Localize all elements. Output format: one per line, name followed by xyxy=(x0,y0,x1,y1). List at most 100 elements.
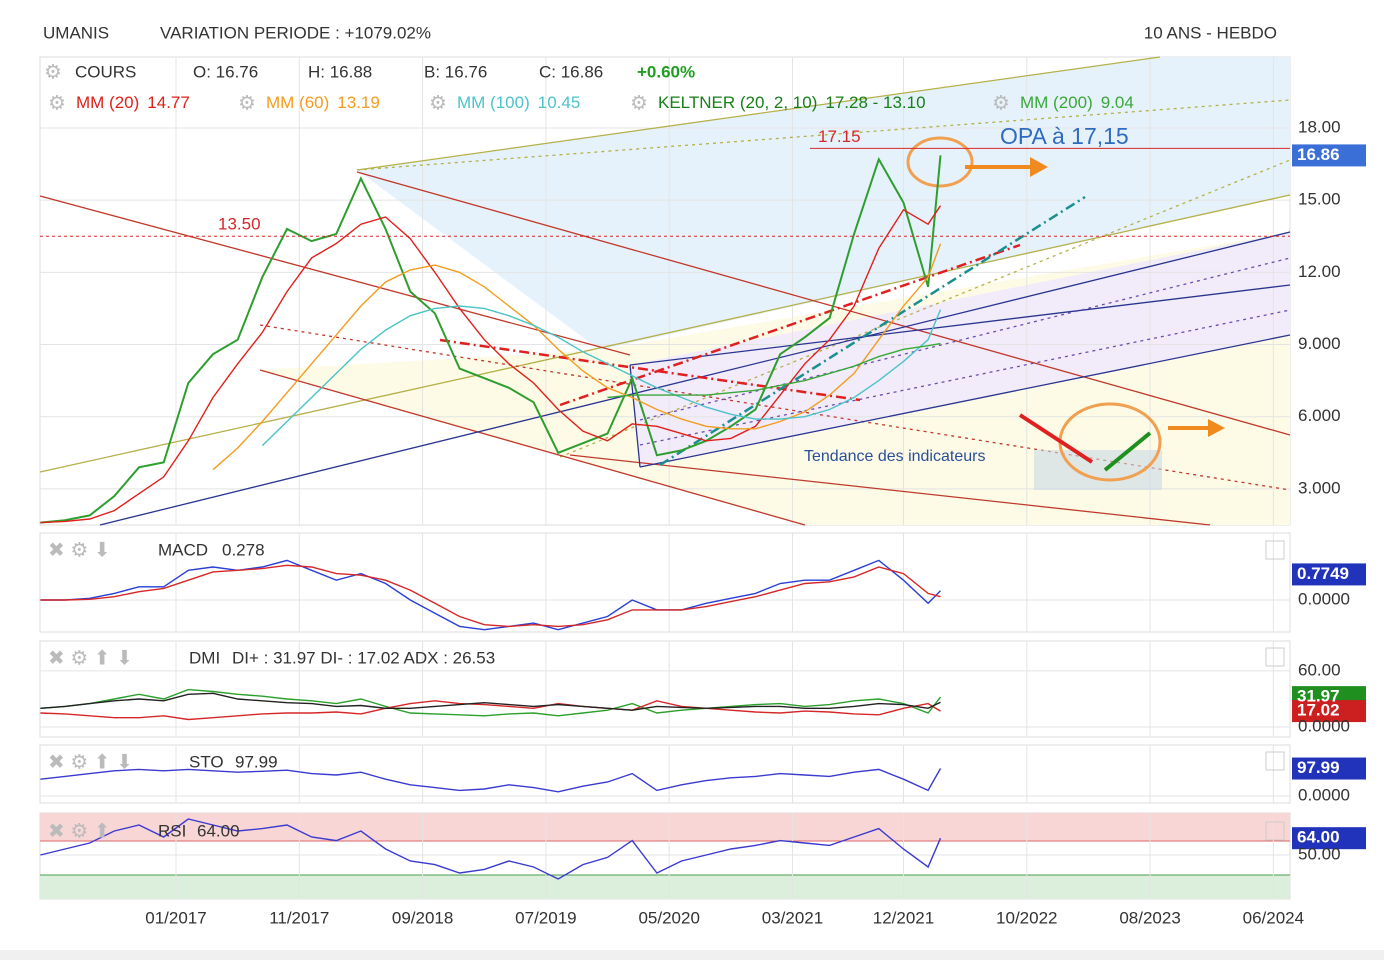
rsi-overbought xyxy=(40,813,1290,841)
gear-icon[interactable]: ⚙ xyxy=(48,92,66,114)
trend xyxy=(629,284,1291,366)
checkbox[interactable] xyxy=(1265,647,1285,667)
arrow xyxy=(1018,413,1094,464)
close-icon[interactable]: ✖ ⚙ ⬆ ⬇ xyxy=(48,751,133,773)
legend-label: KELTNER (20, 2, 10) xyxy=(658,93,817,112)
ohlc: H: 16.88 xyxy=(308,62,372,81)
panel-value: 64.00 xyxy=(197,821,240,840)
close-icon[interactable]: ✖ ⚙ ⬆ xyxy=(48,820,111,842)
series-line xyxy=(40,155,942,524)
legend-label: MM (60) xyxy=(266,93,329,112)
legend-item: MM (200) 9.04 xyxy=(1020,93,1134,112)
panel-title: MACD xyxy=(158,540,208,559)
symbol: UMANIS xyxy=(43,23,109,42)
legend-item: MM (100) 10.45 xyxy=(457,93,580,112)
y-tick-label: 0.0000 xyxy=(1298,785,1350,804)
change: +0.60% xyxy=(637,62,695,81)
circle xyxy=(906,136,974,188)
x-tick-label: 08/2023 xyxy=(1119,908,1180,927)
series-line xyxy=(607,342,941,399)
trend xyxy=(659,195,1086,467)
y-tick-label: 3.000 xyxy=(1298,478,1341,497)
series-line xyxy=(40,564,941,628)
series-line xyxy=(40,688,942,717)
trend xyxy=(356,171,1291,436)
panel-value: DI+ : 31.97 DI- : 17.02 ADX : 26.53 xyxy=(232,648,495,667)
checkbox[interactable] xyxy=(1265,821,1285,841)
checkbox[interactable] xyxy=(1265,751,1285,771)
trend-lines xyxy=(39,56,1291,526)
gear-icon[interactable]: ⚙ xyxy=(630,92,648,114)
close-icon[interactable]: ✖ ⚙ ⬇ xyxy=(48,539,111,561)
gear-icon[interactable]: ⚙ xyxy=(429,92,447,114)
y-tick-label: 9.000 xyxy=(1298,334,1341,353)
trend xyxy=(356,99,1291,171)
trend xyxy=(569,454,1211,526)
series-line xyxy=(40,205,942,524)
legend-label: COURS xyxy=(75,62,136,81)
x-tick-label: 10/2022 xyxy=(996,908,1057,927)
ohlc: B: 16.76 xyxy=(424,62,487,81)
trend xyxy=(39,195,631,356)
x-tick-label: 03/2021 xyxy=(762,908,823,927)
panel-title: RSI xyxy=(158,821,186,840)
trend xyxy=(39,194,1291,473)
series-line xyxy=(212,243,942,471)
series-line xyxy=(40,818,942,880)
y-tick-label: 0.0000 xyxy=(1298,589,1350,608)
price-tag-label: 97.99 xyxy=(1297,758,1340,777)
x-tick-label: 11/2017 xyxy=(269,908,329,927)
price-tag xyxy=(1292,757,1366,780)
price-tag-label: 31.97 xyxy=(1297,687,1340,706)
legend: ⚙ COURS O: 16.76 H: 16.88 B: 16.76 C: 16… xyxy=(44,61,1285,842)
price-tag xyxy=(1292,700,1366,723)
sto-panel xyxy=(39,744,1291,804)
price-tag-label: 64.00 xyxy=(1297,828,1340,847)
annotation: OPA à 17,15 xyxy=(1000,123,1129,149)
trend xyxy=(259,369,806,526)
trend xyxy=(356,56,1161,171)
h-line-label: 13.50 xyxy=(218,215,261,234)
legend-value: 17.28 - 13.10 xyxy=(825,93,925,112)
legend-value: 13.19 xyxy=(337,93,380,112)
x-tick-label: 01/2017 xyxy=(145,908,206,927)
y-tick-label: 15.00 xyxy=(1298,190,1341,209)
checkbox[interactable] xyxy=(1265,540,1285,560)
x-tick-label: 12/2021 xyxy=(873,908,934,927)
plots xyxy=(40,144,1366,880)
price-tag xyxy=(1292,563,1366,586)
panel-title: STO xyxy=(189,752,224,771)
gear-icon[interactable]: ⚙ xyxy=(992,92,1010,114)
arrow xyxy=(1103,431,1152,472)
arrow-head xyxy=(1208,419,1225,437)
panel-value: 97.99 xyxy=(235,752,278,771)
legend-value: 14.77 xyxy=(147,93,190,112)
macd-panel xyxy=(39,532,1291,633)
price-tag-label: 16.86 xyxy=(1297,145,1340,164)
close-icon[interactable]: ✖ ⚙ ⬆ ⬇ xyxy=(48,647,133,669)
x-tick-label: 09/2018 xyxy=(392,908,453,927)
legend-label: MM (200) xyxy=(1020,93,1093,112)
dmi-panel xyxy=(39,640,1291,738)
backgrounds xyxy=(39,56,1291,900)
y-tick-label: 50.00 xyxy=(1298,844,1341,863)
series-line xyxy=(40,692,941,711)
price-tag-label: 17.02 xyxy=(1297,701,1340,720)
series-line xyxy=(261,305,942,447)
period: 10 ANS - HEBDO xyxy=(1144,23,1277,42)
violet-zone xyxy=(630,232,1290,467)
trend xyxy=(629,364,641,468)
price-tag-label: 0.7749 xyxy=(1297,564,1349,583)
ohlc: C: 16.86 xyxy=(539,62,603,81)
legend-label: MM (100) xyxy=(457,93,530,112)
rsi-oversold xyxy=(40,875,1290,899)
y-tick-label: 60.00 xyxy=(1298,660,1341,679)
legend-value: 9.04 xyxy=(1101,93,1134,112)
gear-icon[interactable]: ⚙ xyxy=(44,61,62,83)
gear-icon[interactable]: ⚙ xyxy=(238,92,256,114)
blue-zone xyxy=(357,57,1290,350)
price-tag xyxy=(1292,144,1366,167)
trend xyxy=(639,334,1291,468)
